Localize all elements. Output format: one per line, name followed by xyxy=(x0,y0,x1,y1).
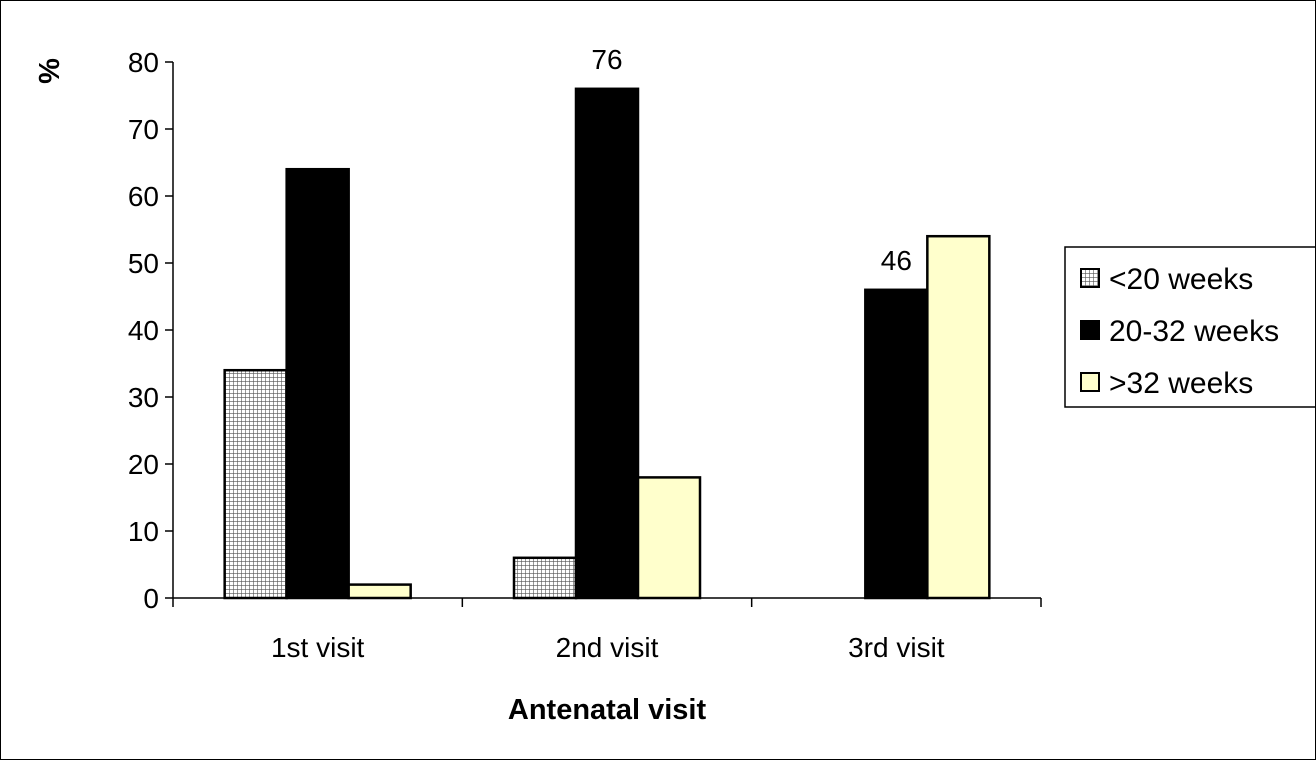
bar xyxy=(512,556,578,600)
y-axis-title-group: % xyxy=(34,58,66,84)
plot-area: 0 10 20 30 40 50 60 70 80 1st visit 2nd visit 3rd v… xyxy=(128,44,1042,663)
x-tick-label: 1st visit xyxy=(271,632,365,663)
legend-label: 20-32 weeks xyxy=(1109,315,1279,348)
y-axis-title: % xyxy=(34,58,66,84)
legend-label: >32 weeks xyxy=(1109,367,1253,400)
bar xyxy=(864,288,929,600)
bar xyxy=(223,368,288,600)
y-tick-label: 80 xyxy=(128,47,159,78)
data-label: 46 xyxy=(881,245,912,276)
x-tick-label: 2nd visit xyxy=(556,632,659,663)
data-label: 76 xyxy=(591,44,622,75)
legend-label: <20 weeks xyxy=(1109,263,1253,296)
bar xyxy=(926,234,991,600)
y-tick-label: 0 xyxy=(143,583,159,614)
y-tick-label: 10 xyxy=(128,516,159,547)
bar xyxy=(347,583,412,600)
bar xyxy=(285,167,350,600)
x-tick-label: 3rd visit xyxy=(848,632,945,663)
y-tick-label: 30 xyxy=(128,382,159,413)
bar xyxy=(574,87,640,600)
y-tick-label: 60 xyxy=(128,181,159,212)
legend-box xyxy=(1064,246,1315,408)
bar xyxy=(636,476,702,600)
legend-swatch xyxy=(1080,268,1100,288)
legend-swatch xyxy=(1080,372,1100,392)
y-tick-label: 20 xyxy=(128,449,159,480)
legend: <20 weeks 20-32 weeks >32 weeks xyxy=(1064,246,1315,408)
legend-swatch xyxy=(1080,320,1100,340)
y-tick-label: 70 xyxy=(128,114,159,145)
y-tick-label: 50 xyxy=(128,248,159,279)
y-tick-label: 40 xyxy=(128,315,159,346)
x-axis-title: Antenatal visit xyxy=(508,694,707,726)
